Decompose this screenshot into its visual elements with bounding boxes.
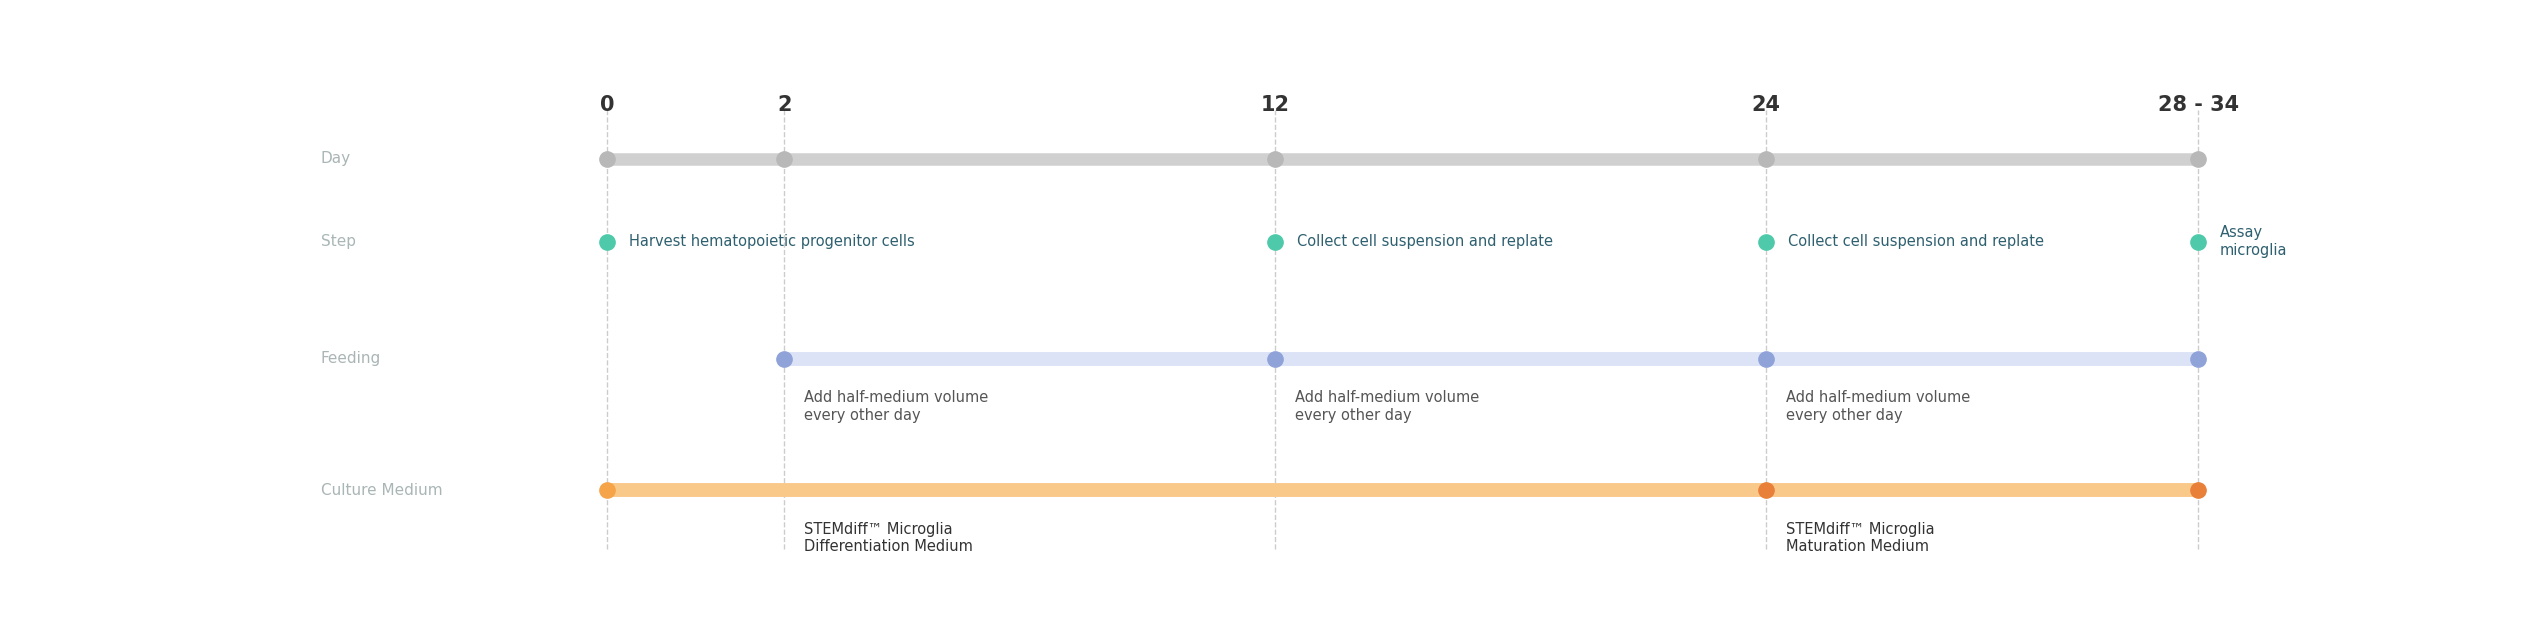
Text: Step: Step	[322, 234, 355, 249]
Text: 0: 0	[601, 95, 616, 115]
Text: STEMdiff™ Microglia
Differentiation Medium: STEMdiff™ Microglia Differentiation Medi…	[803, 522, 973, 555]
Text: Day: Day	[322, 151, 350, 166]
Text: Collect cell suspension and replate: Collect cell suspension and replate	[1297, 234, 1553, 249]
Text: 12: 12	[1259, 95, 1290, 115]
Text: Feeding: Feeding	[322, 351, 380, 366]
Text: Collect cell suspension and replate: Collect cell suspension and replate	[1786, 234, 2045, 249]
Text: Add half-medium volume
every other day: Add half-medium volume every other day	[803, 391, 988, 423]
Text: Culture Medium: Culture Medium	[322, 483, 443, 498]
Text: Add half-medium volume
every other day: Add half-medium volume every other day	[1786, 391, 1969, 423]
Text: 2: 2	[778, 95, 791, 115]
Text: Harvest hematopoietic progenitor cells: Harvest hematopoietic progenitor cells	[628, 234, 915, 249]
Text: 28 - 34: 28 - 34	[2156, 95, 2238, 115]
Text: STEMdiff™ Microglia
Maturation Medium: STEMdiff™ Microglia Maturation Medium	[1786, 522, 1933, 555]
Text: Assay
microglia: Assay microglia	[2220, 225, 2288, 258]
Text: Add half-medium volume
every other day: Add half-medium volume every other day	[1295, 391, 1480, 423]
Text: 24: 24	[1751, 95, 1781, 115]
